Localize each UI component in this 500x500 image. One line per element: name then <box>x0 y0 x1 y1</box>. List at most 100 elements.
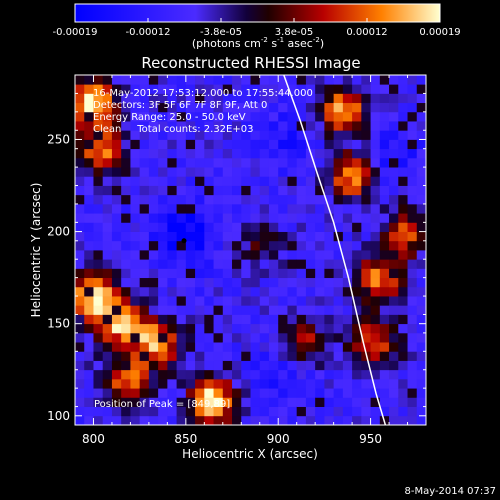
heatmap-cell <box>111 111 122 122</box>
heatmap-cell <box>352 93 362 104</box>
heatmap-cell <box>305 176 316 186</box>
heatmap-cell <box>342 360 353 371</box>
heatmap-cell <box>176 84 187 94</box>
heatmap-cell <box>167 268 178 279</box>
heatmap-cell <box>111 250 122 260</box>
heatmap-cell <box>222 75 233 85</box>
heatmap-cell <box>259 259 270 269</box>
heatmap-cell <box>204 277 214 288</box>
heatmap-cell <box>342 305 353 315</box>
heatmap-cell <box>139 286 150 297</box>
heatmap-cell <box>195 259 205 269</box>
heatmap-cell <box>130 176 141 186</box>
heatmap-cell <box>324 167 335 177</box>
heatmap-cell <box>195 102 205 113</box>
heatmap-cell <box>361 139 371 150</box>
heatmap-cell <box>176 332 187 343</box>
heatmap-cell <box>167 360 178 371</box>
heatmap-cell <box>389 121 399 131</box>
heatmap-cell <box>259 388 270 398</box>
heatmap-cell <box>268 268 279 279</box>
heatmap-cell <box>324 84 335 94</box>
heatmap-cell <box>102 231 113 242</box>
heatmap-cell <box>130 139 141 150</box>
heatmap-cell <box>232 167 242 177</box>
heatmap-cell <box>361 378 371 389</box>
heatmap-cell <box>111 369 122 380</box>
heatmap-cell <box>259 111 270 122</box>
heatmap-cell <box>259 240 270 251</box>
heatmap-cell <box>287 185 298 196</box>
heatmap-cell <box>213 176 224 186</box>
heatmap-cell <box>102 148 113 159</box>
heatmap-cell <box>315 185 325 196</box>
heatmap-cell <box>93 222 104 232</box>
heatmap-cell <box>250 314 261 325</box>
heatmap-cell <box>204 369 214 380</box>
heatmap-cell <box>176 194 187 205</box>
heatmap-cell <box>93 369 104 380</box>
heatmap-cell <box>130 332 141 343</box>
heatmap-cell <box>102 277 113 288</box>
heatmap-cell <box>324 296 335 306</box>
heatmap-cell <box>75 323 85 334</box>
heatmap-cell <box>121 148 131 159</box>
heatmap-cell <box>167 75 178 85</box>
heatmap-cell <box>167 203 178 214</box>
heatmap-cell <box>315 84 325 94</box>
heatmap-cell <box>130 314 141 325</box>
heatmap-cell <box>185 305 196 315</box>
heatmap-cell <box>75 250 85 260</box>
heatmap-cell <box>352 342 362 352</box>
heatmap-cell <box>204 185 214 196</box>
heatmap-cell <box>324 268 335 279</box>
heatmap-cell <box>102 194 113 205</box>
heatmap-cell <box>333 231 344 242</box>
heatmap-cell <box>315 111 325 122</box>
heatmap-cell <box>278 406 288 417</box>
heatmap-cell <box>102 332 113 343</box>
heatmap-cell <box>416 406 426 417</box>
heatmap-cell <box>111 342 122 352</box>
heatmap-cell <box>379 314 390 325</box>
colorbar-tick-label: -0.00019 <box>53 27 98 38</box>
heatmap-cell <box>204 415 214 425</box>
heatmap-cell <box>250 388 261 398</box>
heatmap-cell <box>111 268 122 279</box>
heatmap-cell <box>352 203 362 214</box>
heatmap-cell <box>296 305 307 315</box>
heatmap-cell <box>102 167 113 177</box>
heatmap-cell <box>315 268 325 279</box>
heatmap-cell <box>195 277 205 288</box>
heatmap-cell <box>204 240 214 251</box>
heatmap-cell <box>370 378 381 389</box>
heatmap-cell <box>232 277 242 288</box>
heatmap-cell <box>250 111 261 122</box>
heatmap-cell <box>75 369 85 380</box>
heatmap-cell <box>185 222 196 232</box>
heatmap-cell <box>305 75 316 85</box>
heatmap-cell <box>324 351 335 361</box>
heatmap-cell <box>379 222 390 232</box>
heatmap-cell <box>84 194 94 205</box>
heatmap-cell <box>158 185 168 196</box>
heatmap-cell <box>121 250 131 260</box>
heatmap-cell <box>268 415 279 425</box>
heatmap-cell <box>204 360 214 371</box>
heatmap-cell <box>139 121 150 131</box>
heatmap-cell <box>333 167 344 177</box>
heatmap-cell <box>102 369 113 380</box>
heatmap-cell <box>121 84 131 94</box>
heatmap-cell <box>139 397 150 407</box>
colorbar-tick-label: -3.8e-05 <box>200 27 242 38</box>
colorbar-unit-label: (photons cm-2 s-1 asec-2) <box>192 36 324 50</box>
heatmap-cell <box>232 378 242 389</box>
heatmap-cell <box>268 148 279 159</box>
heatmap-cell <box>195 176 205 186</box>
heatmap-cell <box>241 277 251 288</box>
heatmap-cell <box>333 157 344 168</box>
heatmap-cell <box>222 323 233 334</box>
heatmap-cell <box>84 360 94 371</box>
heatmap-cell <box>176 360 187 371</box>
heatmap-cell <box>158 167 168 177</box>
